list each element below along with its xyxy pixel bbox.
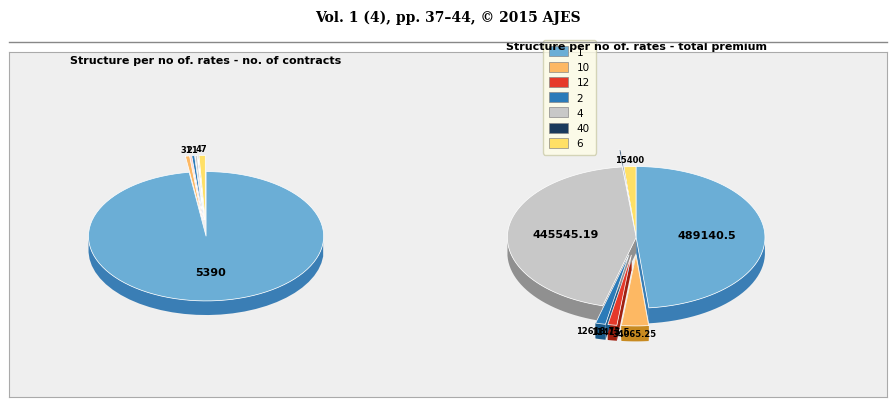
Text: 5390: 5390 (195, 267, 226, 277)
Text: 12618.73: 12618.73 (575, 326, 620, 335)
Polygon shape (607, 255, 632, 340)
Legend: 1, 10, 12, 2, 4, 40, 6: 1, 10, 12, 2, 4, 40, 6 (543, 41, 596, 155)
Text: 445545.19: 445545.19 (532, 230, 599, 240)
Polygon shape (619, 150, 633, 220)
Text: 489140.5: 489140.5 (677, 231, 737, 241)
Text: 31: 31 (180, 146, 192, 155)
Text: Vol. 1 (4), pp. 37–44, © 2015 AJES: Vol. 1 (4), pp. 37–44, © 2015 AJES (315, 10, 581, 25)
Text: 47: 47 (196, 145, 208, 154)
Polygon shape (603, 238, 636, 321)
Polygon shape (596, 255, 629, 324)
Polygon shape (197, 156, 204, 220)
Polygon shape (622, 256, 636, 341)
Polygon shape (596, 255, 629, 339)
Polygon shape (190, 156, 203, 220)
Polygon shape (622, 256, 649, 326)
Polygon shape (606, 255, 629, 340)
Polygon shape (636, 167, 765, 308)
Polygon shape (636, 256, 649, 341)
Polygon shape (507, 240, 603, 321)
Polygon shape (607, 325, 616, 341)
Polygon shape (622, 326, 649, 342)
Polygon shape (649, 240, 765, 324)
Title: Structure per no of. rates - total premium: Structure per no of. rates - total premi… (505, 42, 767, 52)
Text: 21: 21 (186, 146, 198, 155)
Text: 11415.5: 11415.5 (591, 328, 630, 337)
Polygon shape (195, 156, 204, 220)
Text: 15400: 15400 (615, 156, 644, 165)
Polygon shape (624, 167, 636, 238)
Polygon shape (507, 168, 636, 306)
Polygon shape (89, 238, 323, 315)
Polygon shape (192, 156, 203, 220)
Polygon shape (616, 255, 632, 341)
Polygon shape (199, 156, 205, 220)
Polygon shape (89, 172, 323, 301)
Polygon shape (596, 323, 606, 340)
Polygon shape (636, 238, 649, 324)
Title: Structure per no of. rates - no. of contracts: Structure per no of. rates - no. of cont… (71, 56, 341, 66)
Text: 34065.25: 34065.25 (613, 329, 657, 338)
Polygon shape (607, 255, 632, 326)
Polygon shape (185, 157, 202, 221)
